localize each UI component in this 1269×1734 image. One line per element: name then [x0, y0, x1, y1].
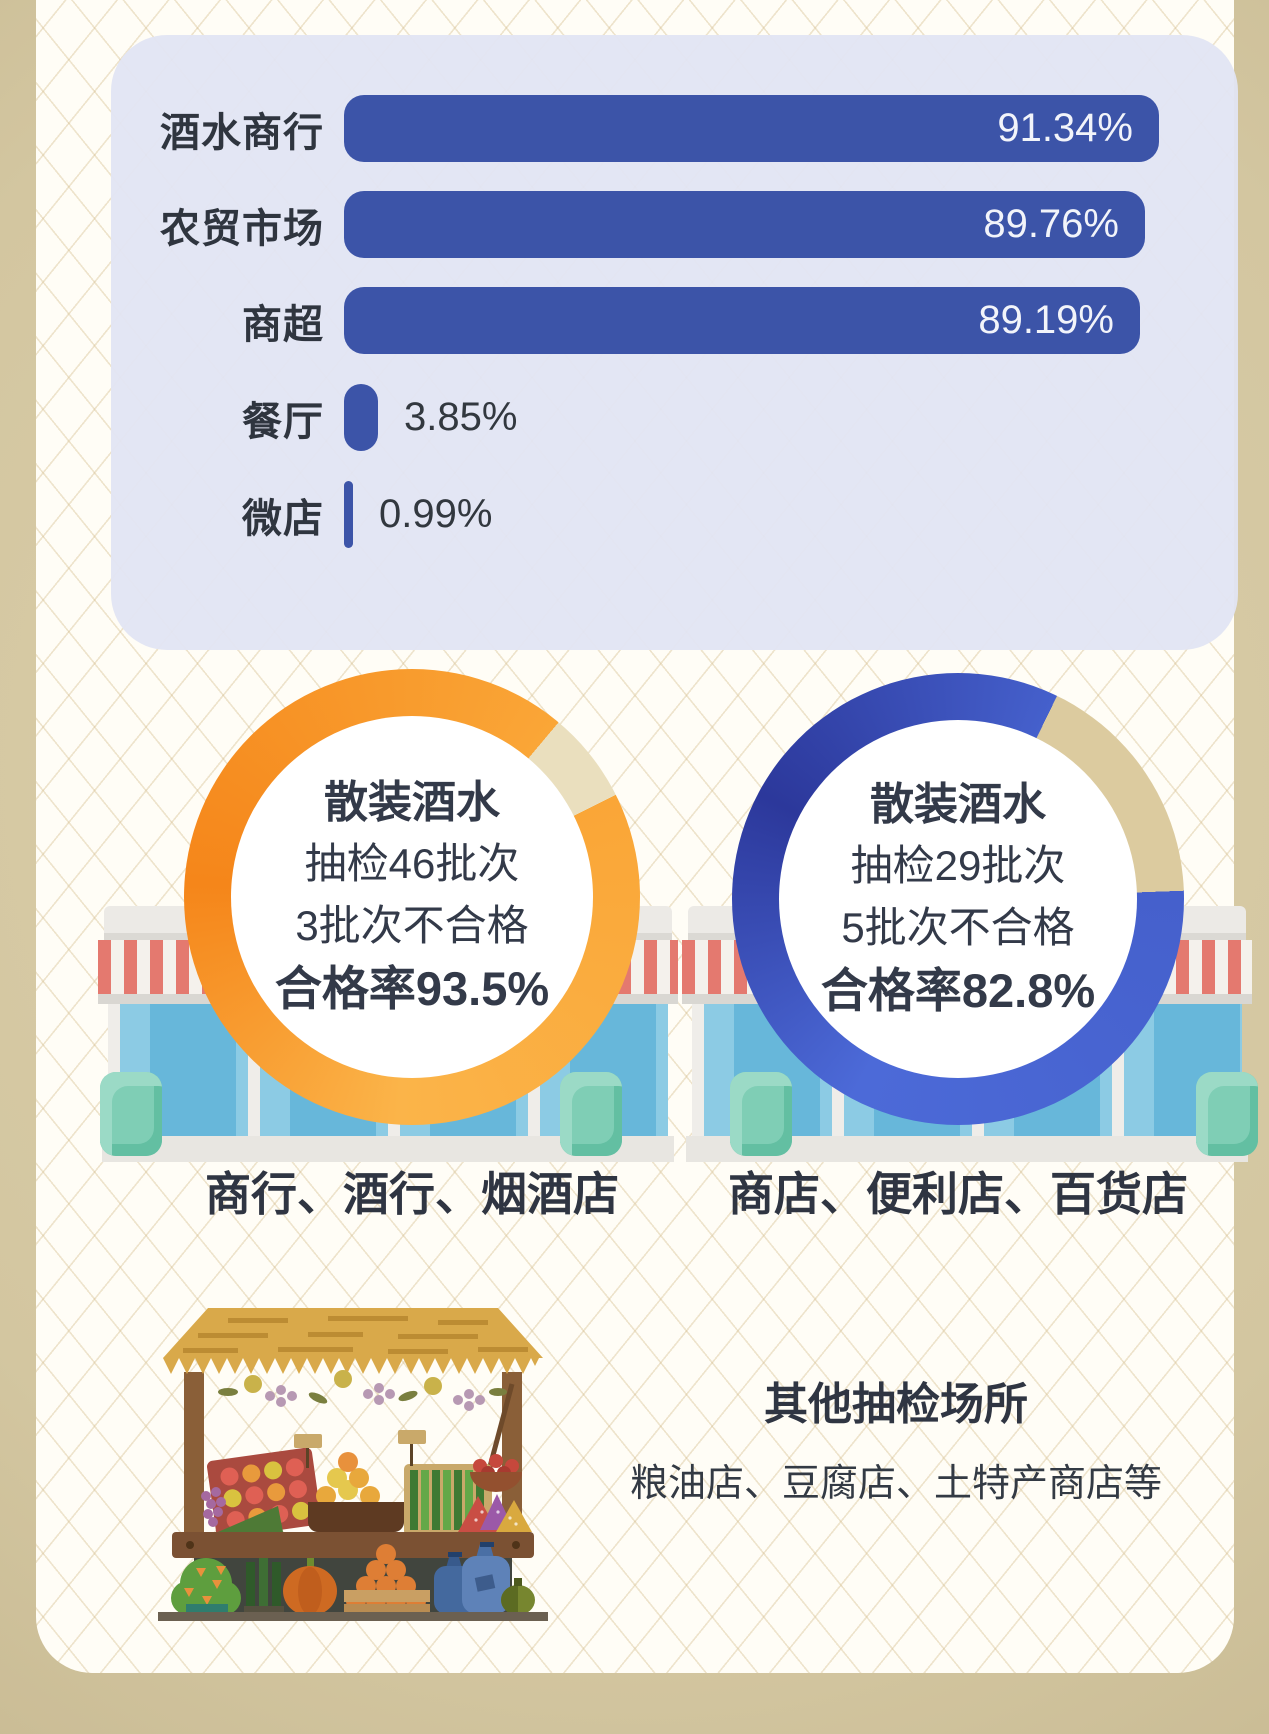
bar-category-label: 农贸市场 [160, 206, 324, 251]
stall-spice-piles [458, 1494, 532, 1532]
bar: 89.76% [344, 191, 1145, 258]
donut-center-text: 散装酒水 抽检46批次 3批次不合格 合格率93.5% [184, 669, 640, 1125]
stall-roof-texture [183, 1316, 528, 1354]
bush-icon [1196, 1072, 1258, 1156]
bar-value-label: 89.76% [983, 202, 1119, 246]
stall-greens [218, 1506, 283, 1532]
bar-value-label: 91.34% [997, 106, 1133, 150]
bar-row: 酒水商行 91.34% 91.34% [111, 95, 1238, 162]
stall-price-tags [294, 1430, 426, 1468]
bar: 89.19% [344, 287, 1140, 354]
bush-icon [100, 1072, 162, 1156]
stall-grapes [201, 1487, 226, 1527]
bar: 3.85% [344, 384, 378, 451]
stall-bolt [512, 1541, 520, 1549]
bar-value-label: 0.99% [379, 492, 493, 536]
stall-hanging-basket [470, 1454, 522, 1492]
bar-row: 微店 0.99% 0.99% [111, 481, 1238, 548]
stall-garland [218, 1370, 507, 1411]
donut-caption-left: 商行、酒行、烟酒店 [205, 1168, 619, 1220]
other-venues-title: 其他抽检场所 [764, 1380, 1028, 1429]
donut-sampled-line: 抽检29批次 [850, 842, 1066, 889]
donut-title: 散装酒水 [870, 780, 1046, 829]
donut-center-text: 散装酒水 抽检29批次 5批次不合格 合格率82.8% [732, 673, 1184, 1125]
bar: 91.34% [344, 95, 1159, 162]
donut-caption-right: 商店、便利店、百货店 [728, 1168, 1188, 1220]
stall-gourd [501, 1578, 535, 1615]
donut-chart-pass-rate: 散装酒水 抽检29批次 5批次不合格 合格率82.8% [732, 673, 1184, 1125]
bar-row: 商超 89.19% 89.19% [111, 287, 1238, 354]
donut-hole [779, 720, 1137, 1078]
donut-hole [231, 716, 593, 1078]
donut-rate-line: 合格率93.5% [274, 962, 550, 1015]
donut-chart-pass-rate: 散装酒水 抽检46批次 3批次不合格 合格率93.5% [184, 669, 640, 1125]
bar-category-label: 酒水商行 [160, 110, 324, 155]
bar-category-label: 商超 [242, 302, 324, 347]
bar: 0.99% [344, 481, 353, 548]
donut-rate-line: 合格率82.8% [820, 964, 1096, 1017]
other-venues-description: 粮油店、豆腐店、土特产商店等 [629, 1463, 1162, 1505]
stall-base [158, 1612, 548, 1621]
bar-category-label: 微店 [242, 496, 324, 541]
stall-post [502, 1372, 522, 1542]
donut-failed-line: 5批次不合格 [841, 904, 1075, 951]
donut-sampled-line: 抽检46批次 [304, 840, 520, 887]
bar-value-label: 3.85% [404, 395, 518, 439]
stall-post [184, 1372, 204, 1542]
bar-row: 农贸市场 89.76% 89.76% [111, 191, 1238, 258]
stall-pumpkin [283, 1558, 337, 1616]
stall-bottles [244, 1558, 284, 1616]
market-stall-illustration [158, 1308, 548, 1621]
stall-sacks [434, 1542, 510, 1614]
bar-chart-panel: 酒水商行 91.34% 91.34% 农贸市场 89.76% 89.76% 商超… [111, 35, 1238, 650]
stall-bolt [186, 1541, 194, 1549]
donut-failed-line: 3批次不合格 [295, 902, 529, 949]
bush-icon [560, 1072, 622, 1156]
bar-row: 餐厅 3.85% 3.85% [111, 384, 1238, 451]
stall-counter [172, 1532, 534, 1558]
bar-category-label: 餐厅 [242, 399, 324, 444]
content-card: 酒水商行 91.34% 91.34% 农贸市场 89.76% 89.76% 商超… [36, 0, 1258, 1673]
bar-value-label: 89.19% [978, 298, 1114, 342]
stall-bush [171, 1558, 241, 1618]
donut-title: 散装酒水 [324, 778, 500, 827]
stall-fruit-basket [308, 1452, 404, 1532]
bush-icon [730, 1072, 792, 1156]
stall-roof-fringe [163, 1358, 539, 1374]
